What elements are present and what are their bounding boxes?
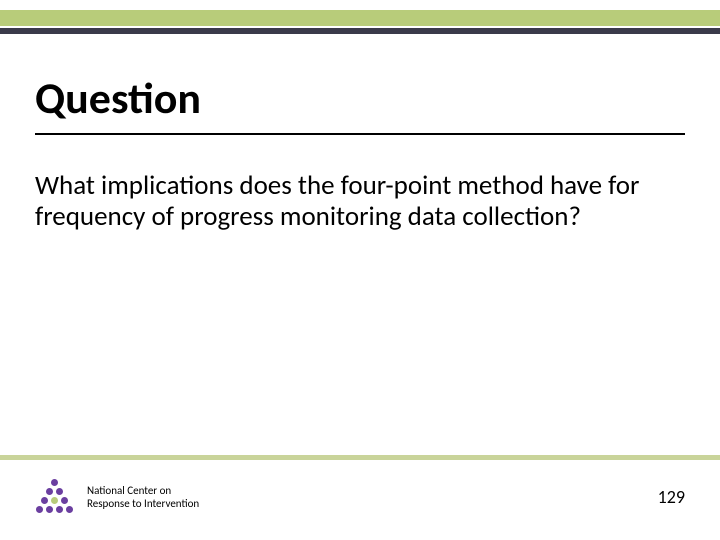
footer-org-line2: Response to Intervention bbox=[87, 497, 199, 510]
body-text: What implications does the four-point me… bbox=[35, 170, 660, 232]
bottom-rule bbox=[0, 455, 720, 460]
slide-title: Question bbox=[35, 75, 685, 121]
logo-dot bbox=[41, 497, 48, 504]
logo-dot bbox=[51, 479, 58, 486]
footer-left: National Center on Response to Intervent… bbox=[35, 479, 199, 515]
logo-dot bbox=[46, 488, 53, 495]
title-underline bbox=[35, 133, 685, 135]
footer: National Center on Response to Intervent… bbox=[35, 472, 685, 522]
logo-dot bbox=[56, 488, 63, 495]
logo-dot bbox=[56, 506, 63, 513]
logo-dot bbox=[61, 497, 68, 504]
org-logo-icon bbox=[35, 479, 75, 515]
logo-dot bbox=[46, 506, 53, 513]
top-dark-bar bbox=[0, 28, 720, 34]
logo-dot bbox=[66, 506, 73, 513]
top-accent-bar bbox=[0, 10, 720, 26]
footer-org-line1: National Center on bbox=[87, 484, 199, 497]
title-block: Question bbox=[35, 75, 685, 135]
body-block: What implications does the four-point me… bbox=[35, 170, 660, 232]
footer-org-text: National Center on Response to Intervent… bbox=[87, 484, 199, 510]
page-number: 129 bbox=[658, 486, 685, 508]
logo-dot bbox=[36, 506, 43, 513]
logo-dot bbox=[51, 497, 58, 504]
